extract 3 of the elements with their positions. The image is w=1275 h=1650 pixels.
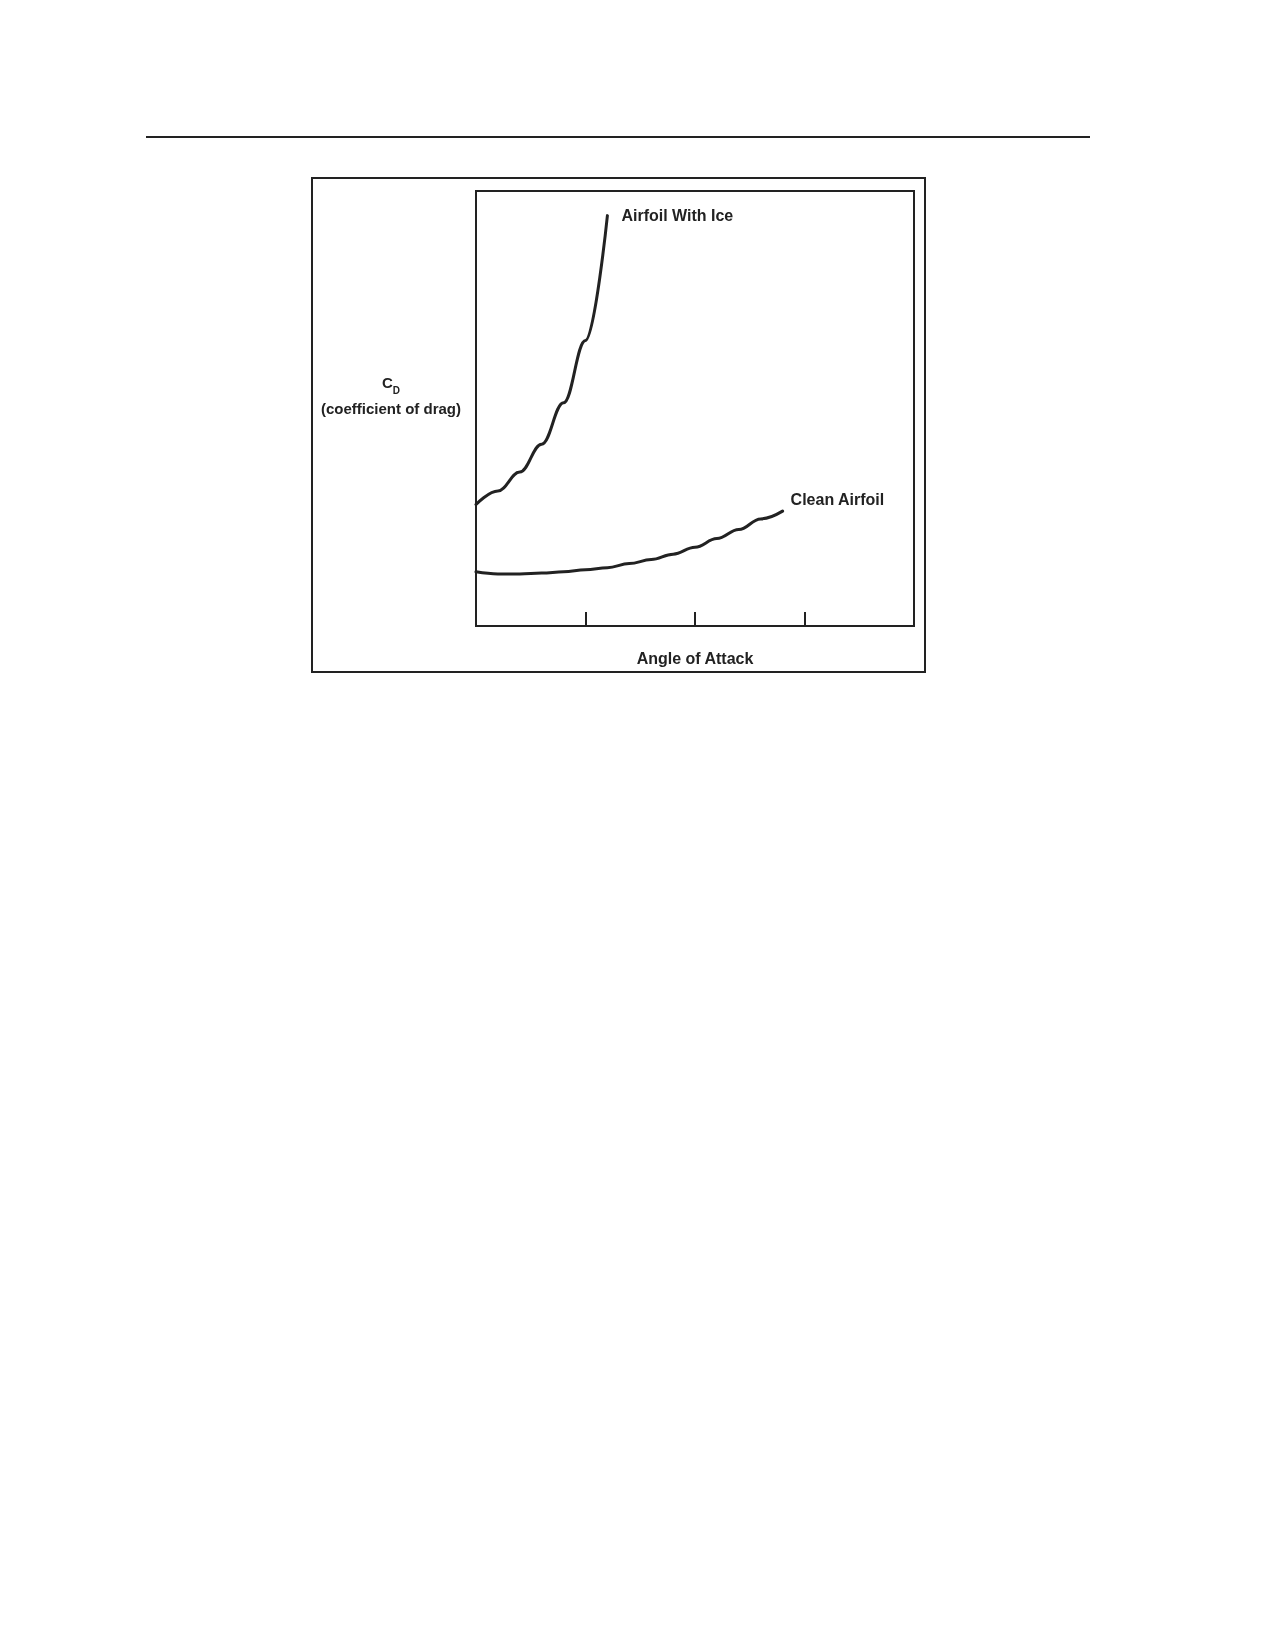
series-label: Clean Airfoil [790, 490, 885, 508]
x-axis-title: Angle of Attack [636, 649, 754, 667]
series-label: Airfoil With Ice [621, 207, 734, 225]
